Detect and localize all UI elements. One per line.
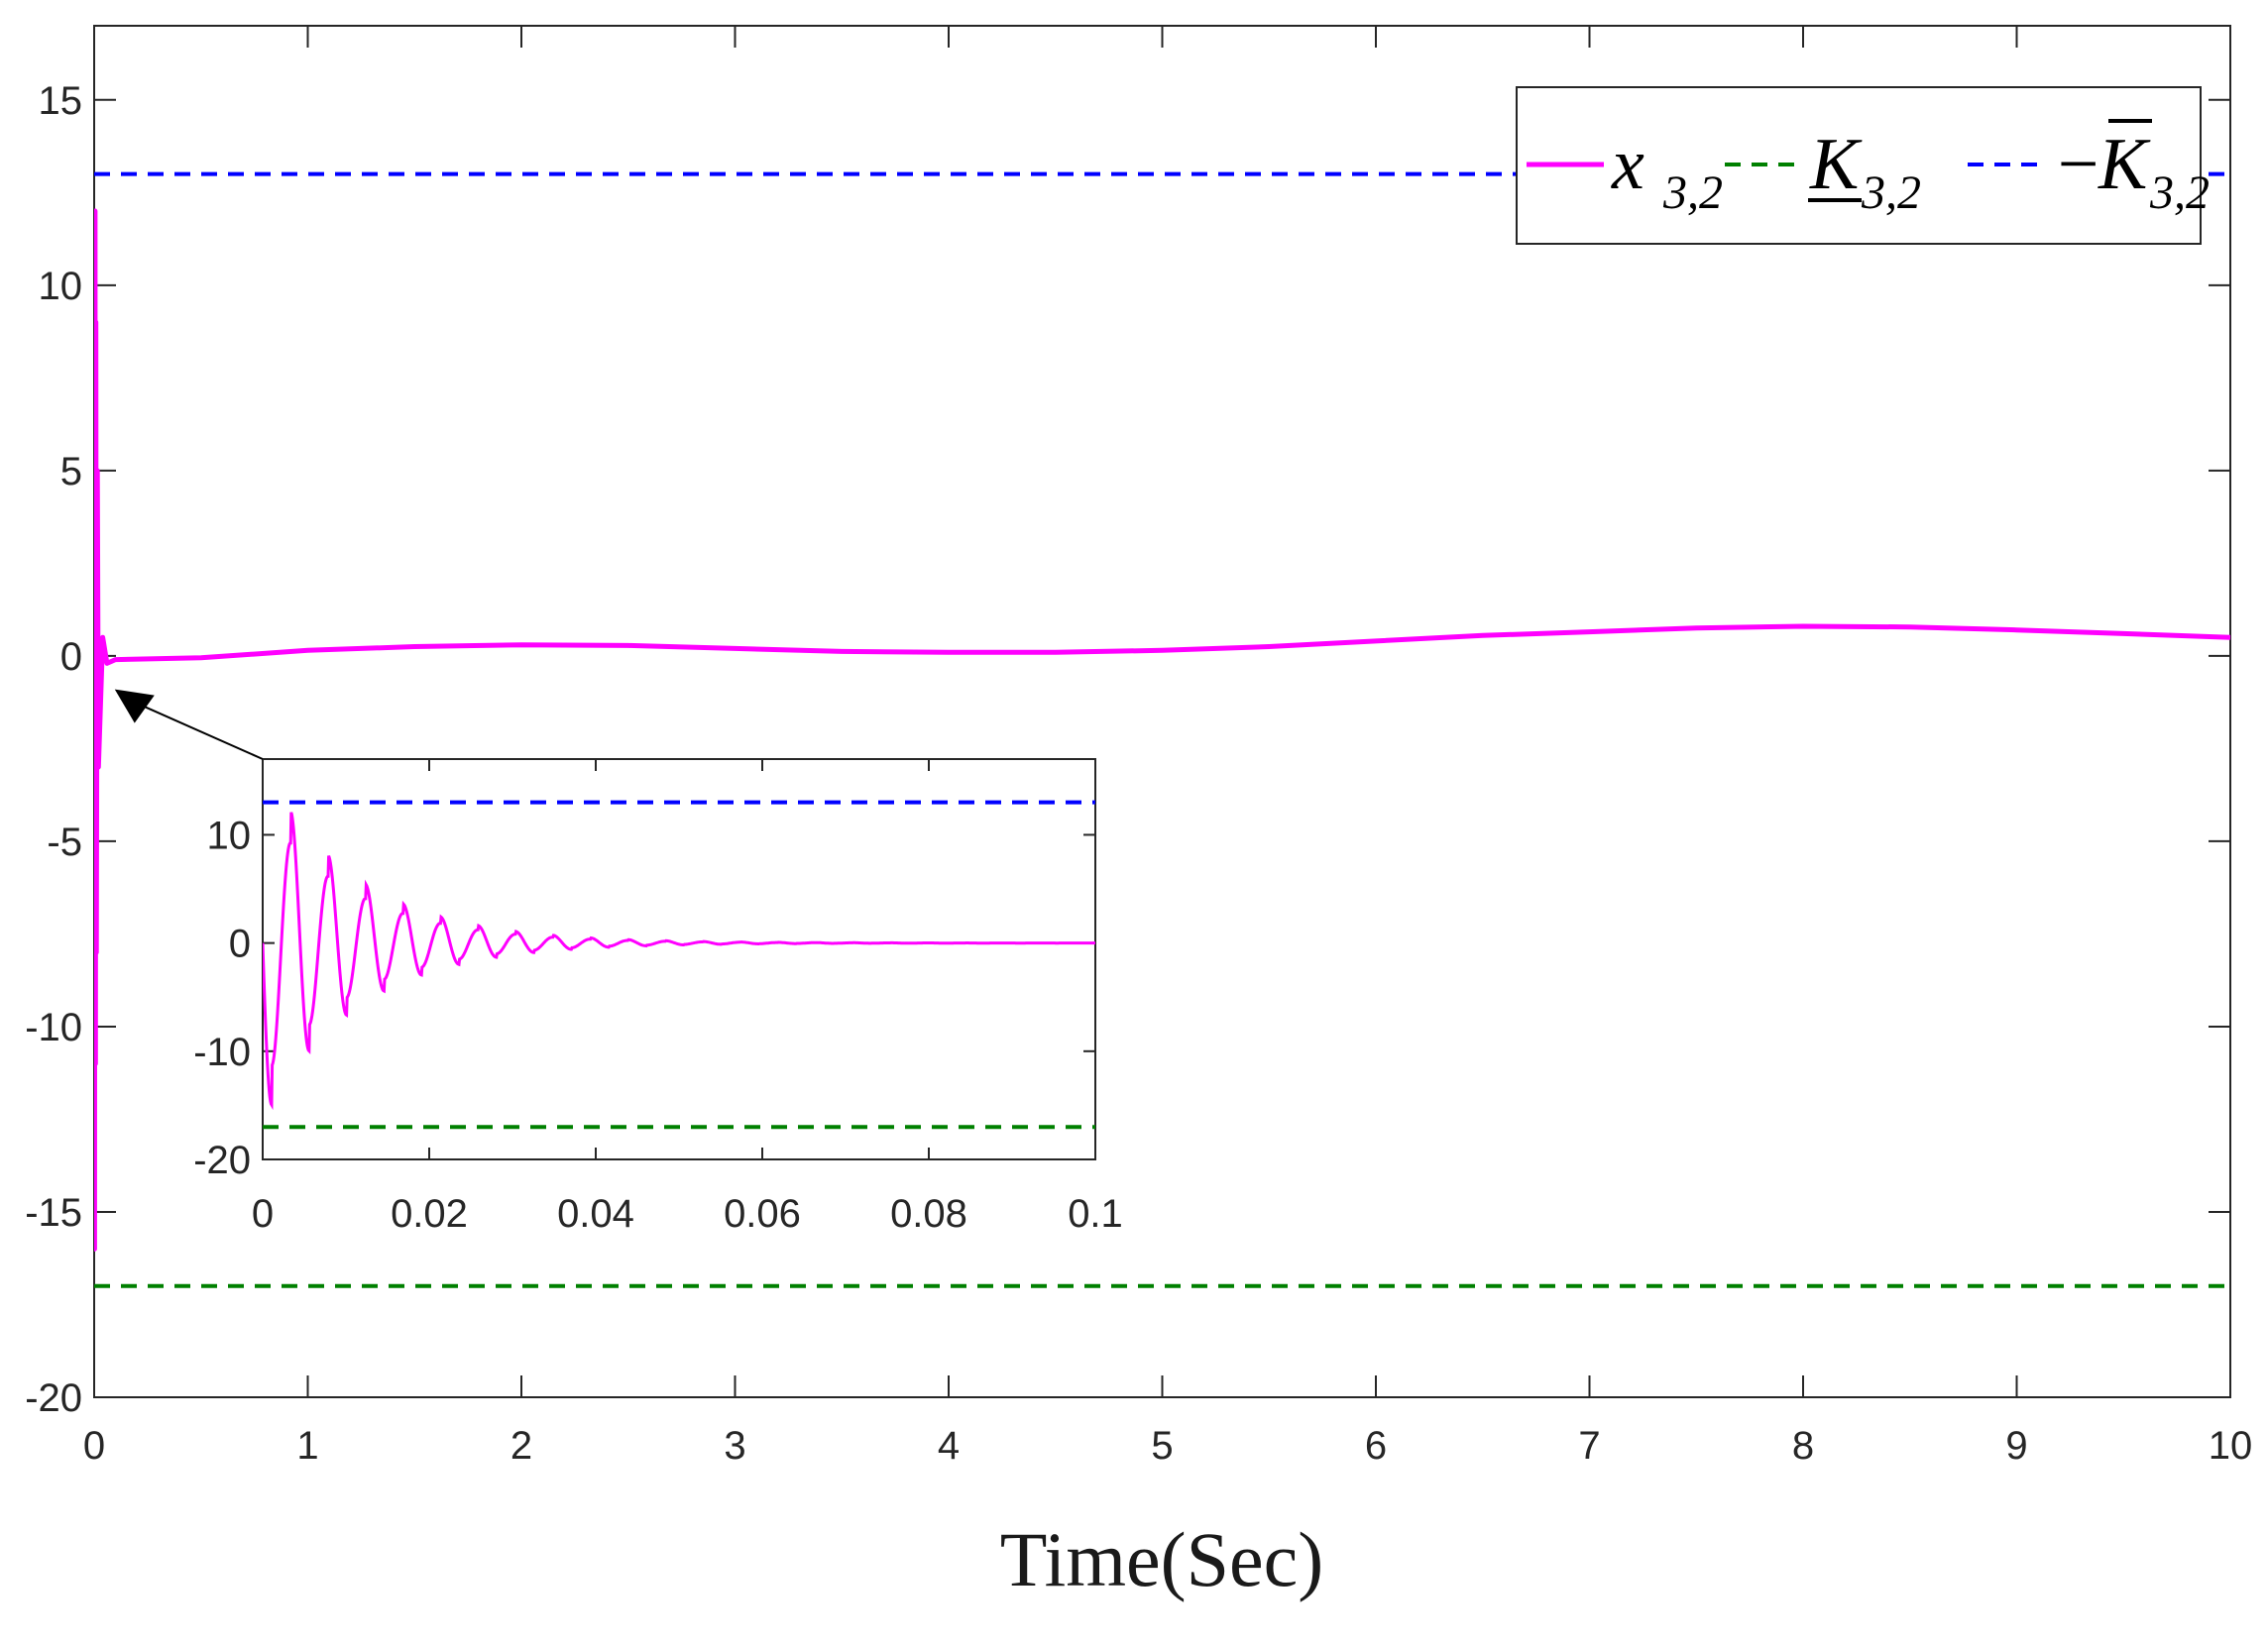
inset-y-tick-label: -10 bbox=[193, 1031, 251, 1074]
inset-x-tick-label: 0.08 bbox=[890, 1192, 967, 1236]
x-tick-label: 1 bbox=[296, 1424, 318, 1468]
y-tick-label: -5 bbox=[47, 821, 82, 864]
y-tick-label: 0 bbox=[60, 635, 82, 679]
legend-label: K bbox=[2098, 124, 2151, 205]
inset-y-tick-label: -20 bbox=[193, 1139, 251, 1182]
x-tick-label: 2 bbox=[510, 1424, 532, 1468]
legend: x 3,2 K 3,2 −K 3,2 bbox=[1516, 86, 2210, 245]
inset-series-x32 bbox=[263, 812, 1095, 1111]
x-tick-label: 6 bbox=[1365, 1424, 1387, 1468]
inset-x-tick-label: 0 bbox=[252, 1192, 274, 1236]
legend-box bbox=[1516, 86, 2202, 245]
inset-x-tick-label: 0.1 bbox=[1068, 1192, 1123, 1236]
x-tick-label: 10 bbox=[2209, 1424, 2253, 1468]
arrow-line bbox=[136, 702, 264, 760]
x-tick-label: 0 bbox=[83, 1424, 105, 1468]
inset-x-tick-label: 0.02 bbox=[391, 1192, 468, 1236]
legend-prefix: − bbox=[2053, 124, 2102, 205]
x-tick-label: 4 bbox=[938, 1424, 960, 1468]
y-tick-label: 5 bbox=[60, 450, 82, 494]
y-tick-label: -10 bbox=[25, 1006, 82, 1049]
legend-label: x bbox=[1611, 124, 1644, 205]
y-tick-label: -15 bbox=[25, 1191, 82, 1235]
x-axis-title: Time(Sec) bbox=[1000, 1516, 1323, 1602]
x-tick-label: 5 bbox=[1151, 1424, 1173, 1468]
x-tick-label: 9 bbox=[2005, 1424, 2027, 1468]
legend-label: K bbox=[1809, 124, 1863, 205]
y-tick-label: 15 bbox=[39, 79, 83, 123]
zoom-arrow bbox=[114, 689, 264, 760]
arrow-head bbox=[114, 689, 155, 723]
y-tick-label: 10 bbox=[39, 265, 83, 308]
main-axes: 0 1 2 3 4 5 6 7 8 9 10 -20 -15 -10 -5 0 5 10 15 bbox=[25, 25, 2253, 1468]
inset-y-tick-label: 0 bbox=[229, 923, 251, 966]
x-tick-label: 7 bbox=[1578, 1424, 1600, 1468]
inset-plot-frame bbox=[262, 758, 1096, 1160]
inset-x-tick-label: 0.04 bbox=[557, 1192, 634, 1236]
y-tick-label: -20 bbox=[25, 1376, 82, 1420]
inset-x-tick-label: 0.06 bbox=[724, 1192, 801, 1236]
x-tick-label: 3 bbox=[724, 1424, 745, 1468]
inset-y-tick-label: 10 bbox=[207, 814, 252, 857]
legend-subscript: 3,2 bbox=[2149, 166, 2210, 219]
series-line-x32 bbox=[94, 208, 2230, 1252]
legend-subscript: 3,2 bbox=[1662, 166, 1723, 219]
legend-subscript: 3,2 bbox=[1861, 166, 1921, 219]
x-tick-label: 8 bbox=[1792, 1424, 1814, 1468]
inset-axes: 0 0.02 0.04 0.06 0.08 0.1 -20 -10 0 10 bbox=[193, 758, 1123, 1236]
